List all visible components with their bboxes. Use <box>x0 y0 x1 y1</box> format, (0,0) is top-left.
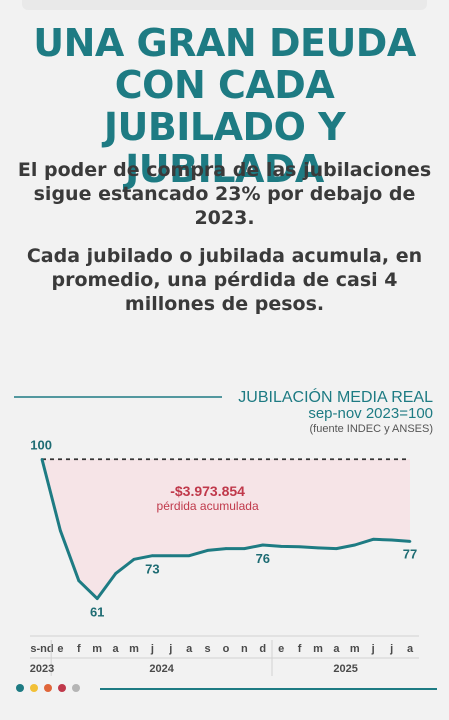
chart-subtitle: sep-nov 2023=100 <box>308 405 433 422</box>
annotation-value: -$3.973.854 <box>170 483 245 499</box>
x-tick-label: f <box>298 643 302 655</box>
chart-source: (fuente INDEC y ANSES) <box>310 423 434 435</box>
lead-paragraph-1: El poder de compra de las jubilaciones s… <box>17 159 432 229</box>
year-label: 2025 <box>333 663 357 675</box>
data-point <box>95 597 99 600</box>
data-point <box>206 549 209 552</box>
x-tick-label: d <box>259 643 266 655</box>
year-label: 2023 <box>30 663 54 675</box>
x-tick-label: a <box>407 643 414 655</box>
x-tick-label: n <box>241 643 248 655</box>
pension-chart: JUBILACIÓN MEDIA REAL sep-nov 2023=100 (… <box>14 387 434 676</box>
top-bar <box>22 0 427 10</box>
data-label: 100 <box>30 437 52 452</box>
data-point <box>132 557 136 561</box>
dot <box>16 684 24 692</box>
data-label: 77 <box>403 546 417 561</box>
x-tick-label: j <box>371 643 375 655</box>
x-tick-label: e <box>278 643 284 655</box>
x-tick-label: f <box>77 643 81 655</box>
data-point <box>187 554 191 558</box>
data-point <box>335 547 338 550</box>
x-tick-label: o <box>223 643 230 655</box>
data-point <box>169 554 173 558</box>
data-point <box>151 554 154 558</box>
annotation-caption: pérdida acumulada <box>157 499 259 513</box>
data-point <box>353 543 357 547</box>
x-tick-label: j <box>168 643 172 655</box>
data-point <box>224 547 228 550</box>
year-label: 2024 <box>149 663 174 675</box>
bottom-rule <box>100 688 437 690</box>
loss-area <box>42 459 410 599</box>
data-point <box>279 545 283 548</box>
x-tick-label: j <box>150 643 154 655</box>
x-tick-label: a <box>113 643 120 655</box>
lead-paragraph-2: Cada jubilado o jubilada acumula, en pro… <box>26 245 423 315</box>
data-point <box>371 537 375 541</box>
data-point <box>316 546 320 550</box>
data-label: 76 <box>256 551 270 566</box>
data-point <box>77 579 81 583</box>
dot <box>44 684 52 692</box>
x-tick-label: s-nd <box>30 643 53 655</box>
headline: UNA GRAN DEUDA CON CADA JUBILADO Y JUBIL… <box>33 21 416 191</box>
x-tick-label: j <box>389 643 393 655</box>
data-label: 73 <box>145 562 159 577</box>
x-tick-label: m <box>313 643 323 655</box>
data-point <box>390 538 393 542</box>
x-tick-label: s <box>205 643 211 655</box>
data-point <box>243 547 246 550</box>
dot <box>30 684 38 692</box>
x-tick-label: a <box>186 643 193 655</box>
dot <box>58 684 66 692</box>
x-tick-label: m <box>350 643 360 655</box>
data-point <box>40 457 44 461</box>
x-tick-label: m <box>92 643 102 655</box>
dot <box>72 684 80 692</box>
x-tick-label: e <box>57 643 63 655</box>
data-point <box>261 543 265 547</box>
decorative-dots <box>16 684 80 692</box>
x-tick-label: m <box>129 643 139 655</box>
data-point <box>114 572 117 575</box>
data-point <box>408 540 412 543</box>
data-label: 61 <box>90 605 104 620</box>
data-point <box>298 545 301 549</box>
x-tick-label: a <box>333 643 340 655</box>
data-point <box>59 529 62 533</box>
chart-title: JUBILACIÓN MEDIA REAL <box>238 387 433 406</box>
